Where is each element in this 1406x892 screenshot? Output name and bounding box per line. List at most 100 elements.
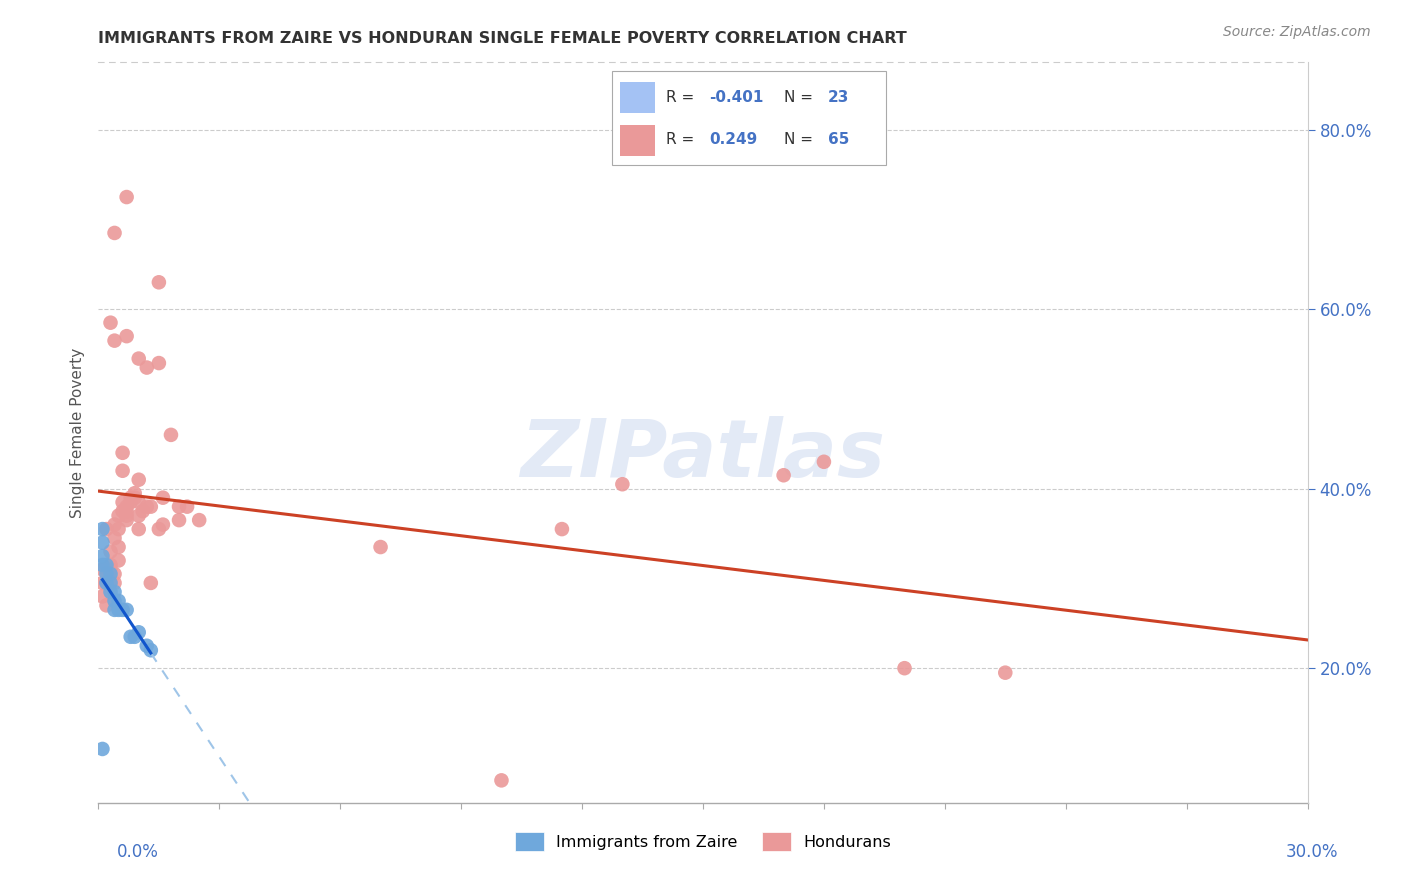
Point xyxy=(111,446,134,460)
Bar xyxy=(620,82,655,112)
FancyBboxPatch shape xyxy=(612,71,886,165)
Point xyxy=(96,562,118,576)
Point xyxy=(124,491,146,505)
Point xyxy=(96,522,118,536)
Point xyxy=(120,630,142,644)
Point xyxy=(128,508,150,523)
Point xyxy=(96,558,118,572)
Point xyxy=(96,576,118,591)
Point xyxy=(176,500,198,514)
Point xyxy=(107,553,129,567)
Point xyxy=(120,491,142,505)
Point xyxy=(111,495,134,509)
Point xyxy=(91,590,114,604)
Point xyxy=(91,558,114,572)
Point xyxy=(115,504,138,518)
Point xyxy=(139,500,162,514)
Point xyxy=(813,455,835,469)
Text: N =: N = xyxy=(785,132,818,147)
Point xyxy=(96,576,118,591)
Point xyxy=(103,594,125,608)
Text: 0.0%: 0.0% xyxy=(117,843,159,861)
Y-axis label: Single Female Poverty: Single Female Poverty xyxy=(69,348,84,517)
Point xyxy=(148,356,170,370)
Point xyxy=(103,226,125,240)
Point xyxy=(100,558,122,572)
Point xyxy=(124,630,146,644)
Point xyxy=(994,665,1017,680)
Point xyxy=(139,643,162,657)
Legend: Immigrants from Zaire, Hondurans: Immigrants from Zaire, Hondurans xyxy=(509,825,897,858)
Point xyxy=(103,334,125,348)
Text: 0.249: 0.249 xyxy=(709,132,758,147)
Point xyxy=(167,513,190,527)
Text: 23: 23 xyxy=(828,89,849,104)
Point xyxy=(128,351,150,366)
Text: -0.401: -0.401 xyxy=(709,89,763,104)
Point xyxy=(107,603,129,617)
Point xyxy=(612,477,634,491)
Point xyxy=(100,576,122,591)
Point xyxy=(551,522,574,536)
Point xyxy=(148,275,170,289)
Point xyxy=(491,773,513,788)
Point xyxy=(107,522,129,536)
Point xyxy=(128,625,150,640)
Point xyxy=(96,599,118,613)
Point xyxy=(100,576,122,591)
Point xyxy=(139,576,162,591)
Point xyxy=(370,540,392,554)
Point xyxy=(115,190,138,204)
Point xyxy=(893,661,915,675)
Point xyxy=(91,562,114,576)
Text: 30.0%: 30.0% xyxy=(1286,843,1339,861)
Point xyxy=(120,495,142,509)
Text: N =: N = xyxy=(785,89,818,104)
Point xyxy=(103,517,125,532)
Point xyxy=(115,329,138,343)
Point xyxy=(132,504,155,518)
Point xyxy=(115,513,138,527)
Point xyxy=(124,486,146,500)
Point xyxy=(111,464,134,478)
Point xyxy=(96,566,118,581)
Point xyxy=(100,544,122,558)
Point xyxy=(100,316,122,330)
Point xyxy=(103,531,125,545)
Text: IMMIGRANTS FROM ZAIRE VS HONDURAN SINGLE FEMALE POVERTY CORRELATION CHART: IMMIGRANTS FROM ZAIRE VS HONDURAN SINGLE… xyxy=(98,31,907,46)
Point xyxy=(135,500,157,514)
Point xyxy=(103,585,125,599)
Point xyxy=(128,495,150,509)
Point xyxy=(115,603,138,617)
Point xyxy=(91,576,114,591)
Point xyxy=(148,522,170,536)
Point xyxy=(91,522,114,536)
Point xyxy=(100,562,122,576)
Point xyxy=(115,508,138,523)
Text: R =: R = xyxy=(666,89,700,104)
Bar xyxy=(620,125,655,156)
Text: R =: R = xyxy=(666,132,700,147)
Point xyxy=(111,504,134,518)
Point xyxy=(128,473,150,487)
Point xyxy=(100,585,122,599)
Point xyxy=(772,468,794,483)
Point xyxy=(115,500,138,514)
Point xyxy=(152,491,174,505)
Point xyxy=(91,549,114,563)
Point xyxy=(128,522,150,536)
Point xyxy=(91,742,114,756)
Point xyxy=(103,566,125,581)
Point xyxy=(103,576,125,591)
Point xyxy=(167,500,190,514)
Point xyxy=(135,639,157,653)
Point xyxy=(107,594,129,608)
Point xyxy=(100,566,122,581)
Point xyxy=(135,360,157,375)
Point xyxy=(107,540,129,554)
Point xyxy=(107,508,129,523)
Point xyxy=(111,603,134,617)
Text: Source: ZipAtlas.com: Source: ZipAtlas.com xyxy=(1223,25,1371,39)
Point xyxy=(188,513,211,527)
Point xyxy=(103,603,125,617)
